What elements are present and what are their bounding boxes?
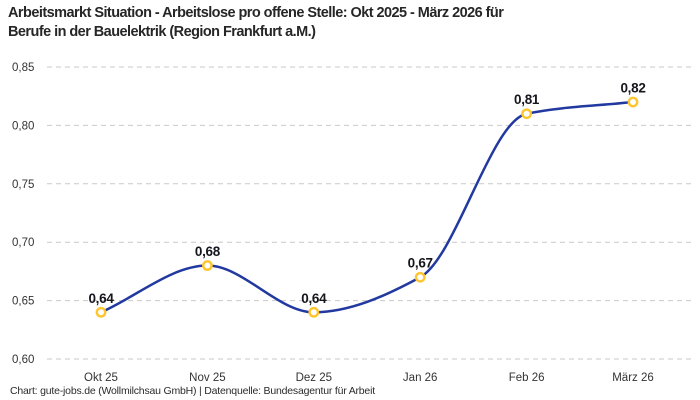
data-point-marker — [201, 260, 213, 271]
x-tick-label: Okt 25 — [84, 372, 118, 384]
data-point-marker — [521, 108, 532, 120]
chart-footer: Chart: gute-jobs.de (Wollmilchsau GmbH) … — [10, 385, 375, 397]
data-point-label: 0,68 — [195, 244, 221, 259]
data-point-marker — [95, 306, 107, 318]
data-point-label: 0,64 — [301, 291, 327, 306]
y-tick-label: 0,60 — [12, 354, 34, 366]
data-point-marker — [308, 306, 320, 318]
y-tick-label: 0,70 — [12, 237, 34, 249]
chart-title-line1: Arbeitsmarkt Situation - Arbeitslose pro… — [8, 5, 504, 21]
y-tick-label: 0,65 — [12, 296, 34, 308]
series-line — [99, 100, 635, 314]
data-point-label: 0,81 — [514, 92, 540, 107]
data-point-label: 0,67 — [408, 256, 433, 271]
x-tick-label: Jan 26 — [403, 372, 438, 384]
y-tick-label: 0,85 — [12, 62, 34, 74]
x-tick-label: März 26 — [612, 372, 654, 384]
data-point-label: 0,82 — [620, 81, 645, 96]
x-tick-label: Dez 25 — [296, 372, 332, 384]
data-point-marker — [414, 271, 426, 283]
data-point-label: 0,64 — [88, 291, 114, 306]
chart-title: Arbeitsmarkt Situation - Arbeitslose pro… — [8, 4, 504, 42]
y-tick-label: 0,75 — [12, 179, 34, 191]
x-tick-label: Feb 26 — [509, 372, 545, 384]
data-point-marker — [627, 96, 639, 108]
chart-title-line2: Berufe in der Bauelektrik (Region Frankf… — [8, 24, 316, 40]
y-tick-label: 0,80 — [12, 120, 34, 132]
x-tick-label: Nov 25 — [189, 372, 225, 384]
